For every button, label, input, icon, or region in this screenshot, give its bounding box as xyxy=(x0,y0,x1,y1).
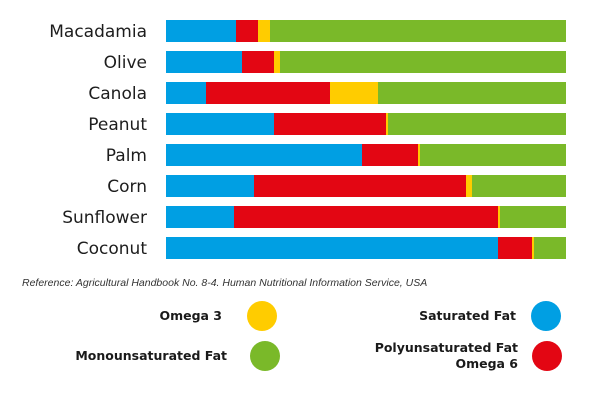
category-label: Sunflower xyxy=(62,208,147,228)
category-label: Macadamia xyxy=(49,22,147,42)
bar-segment xyxy=(166,175,254,197)
legend-swatch-mono xyxy=(250,341,280,371)
reference-note: Reference: Agricultural Handbook No. 8-4… xyxy=(22,277,428,289)
bar-segment xyxy=(274,51,280,73)
bar-segment xyxy=(280,51,566,73)
bar-segment xyxy=(386,113,388,135)
bar-segment xyxy=(258,20,270,42)
stacked-bar-chart: Macadamia Olive Canola Peanut Palm Corn Sunflo… xyxy=(49,20,566,259)
bar-segment xyxy=(534,237,566,259)
bar-segment xyxy=(532,237,534,259)
category-label: Corn xyxy=(107,177,147,197)
bar-segment xyxy=(166,51,242,73)
category-label: Canola xyxy=(88,84,147,104)
legend-label-poly: Polyunsaturated Fat Omega 6 xyxy=(374,340,518,371)
category-label: Peanut xyxy=(88,115,147,135)
bar-segment xyxy=(166,237,498,259)
bar-segment xyxy=(274,113,386,135)
bar-segment xyxy=(234,206,498,228)
bar-segment xyxy=(166,82,206,104)
bar-segment xyxy=(236,20,258,42)
bar-segment xyxy=(330,82,378,104)
bar-segment xyxy=(166,113,274,135)
legend-label-omega3: Omega 3 xyxy=(159,308,222,323)
bar-segment xyxy=(500,206,566,228)
legend-swatch-saturated xyxy=(531,301,561,331)
category-label: Palm xyxy=(106,146,147,166)
bar-segment xyxy=(166,20,236,42)
legend-label-saturated: Saturated Fat xyxy=(419,308,516,323)
category-label: Olive xyxy=(104,53,147,73)
bar-segment xyxy=(388,113,566,135)
bar-segment xyxy=(270,20,566,42)
bar-segment xyxy=(498,206,500,228)
bar-segment xyxy=(378,82,566,104)
bar-segment xyxy=(242,51,274,73)
bar-segment xyxy=(362,144,418,166)
bar-segment xyxy=(498,237,532,259)
bar-segment xyxy=(166,144,362,166)
legend-swatch-omega3 xyxy=(247,301,277,331)
bar-segment xyxy=(166,206,234,228)
category-label: Coconut xyxy=(77,239,148,259)
bar-segment xyxy=(206,82,330,104)
bar-segment xyxy=(254,175,466,197)
bar-segment xyxy=(418,144,420,166)
bar-segment xyxy=(420,144,566,166)
bar-segment xyxy=(472,175,566,197)
legend-swatch-poly xyxy=(532,341,562,371)
legend-label-mono: Monounsaturated Fat xyxy=(75,348,227,363)
bar-segment xyxy=(466,175,472,197)
